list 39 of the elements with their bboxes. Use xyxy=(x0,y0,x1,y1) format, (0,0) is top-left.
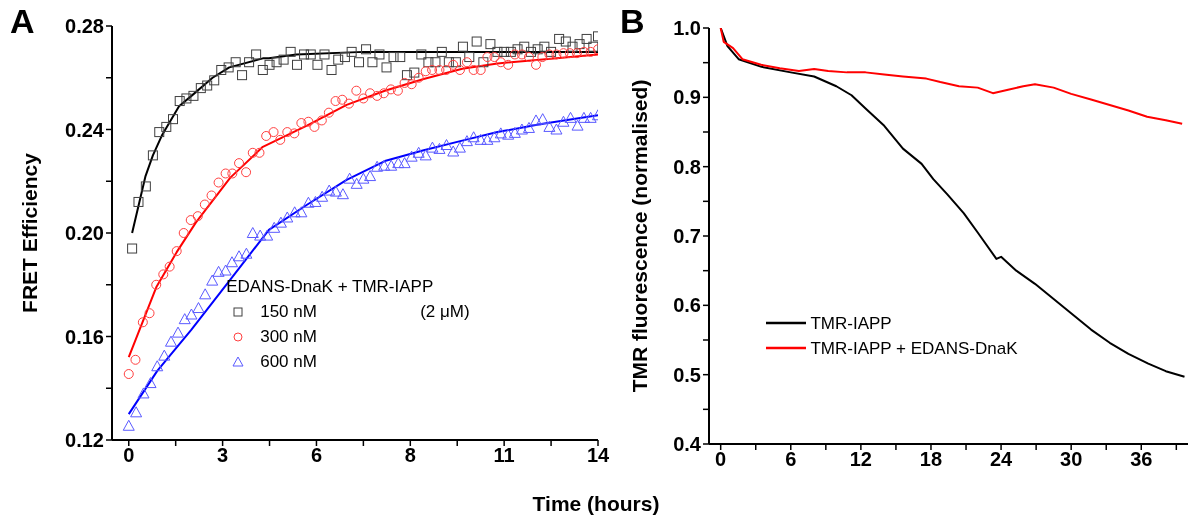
x-tick-label: 0 xyxy=(123,444,135,467)
x-tick-label: 18 xyxy=(919,448,943,471)
x-tick-label: 8 xyxy=(404,444,416,467)
y-axis-title: FRET Efficiency xyxy=(18,152,42,313)
annotation: (2 μM) xyxy=(420,301,470,324)
y-tick-label: 0.6 xyxy=(673,294,701,317)
legend-label: 300 nM xyxy=(260,326,318,349)
x-tick-label: 36 xyxy=(1130,448,1153,471)
y-tick-label: 0.7 xyxy=(673,225,701,248)
legend-label: TMR-IAPP + EDANS-DnaK xyxy=(810,337,1018,360)
x-tick-label: 12 xyxy=(849,448,872,471)
y-tick-label: 0.20 xyxy=(65,222,104,245)
chart-title: A xyxy=(10,2,35,41)
x-tick-label: 6 xyxy=(785,448,797,471)
y-tick-label: 1.0 xyxy=(673,17,701,40)
legend-title: EDANS-DnaK + TMR-IAPP xyxy=(226,276,435,299)
y-tick-label: 0.28 xyxy=(65,15,104,38)
y-tick-label: 0.12 xyxy=(65,429,104,452)
x-tick-label: 6 xyxy=(310,444,323,467)
y-tick-label: 0.24 xyxy=(65,118,105,141)
chart-title: B xyxy=(620,2,645,41)
x-tick-label: 30 xyxy=(1060,448,1083,471)
legend-label: 600 nM xyxy=(260,351,318,374)
legend-label: TMR-IAPP xyxy=(810,312,893,335)
line-series xyxy=(719,28,1184,125)
x-tick-label: 11 xyxy=(493,444,515,467)
y-tick-label: 0.9 xyxy=(673,86,701,109)
y-tick-label: 0.4 xyxy=(673,433,702,456)
line-series xyxy=(719,28,1186,378)
legend-label: 150 nM xyxy=(260,301,318,324)
x-tick-label: 0 xyxy=(715,448,727,471)
y-tick-label: 0.5 xyxy=(673,363,701,386)
x-tick-label: 24 xyxy=(989,448,1014,471)
x-tick-label: 3 xyxy=(217,444,229,467)
y-tick-label: 0.8 xyxy=(673,155,701,178)
y-axis-title: TMR fluorescence (normalised) xyxy=(628,79,652,393)
y-tick-label: 0.16 xyxy=(65,325,104,348)
x-tick-label: 14 xyxy=(586,444,610,467)
x-axis-title: Time (hours) xyxy=(531,492,661,516)
